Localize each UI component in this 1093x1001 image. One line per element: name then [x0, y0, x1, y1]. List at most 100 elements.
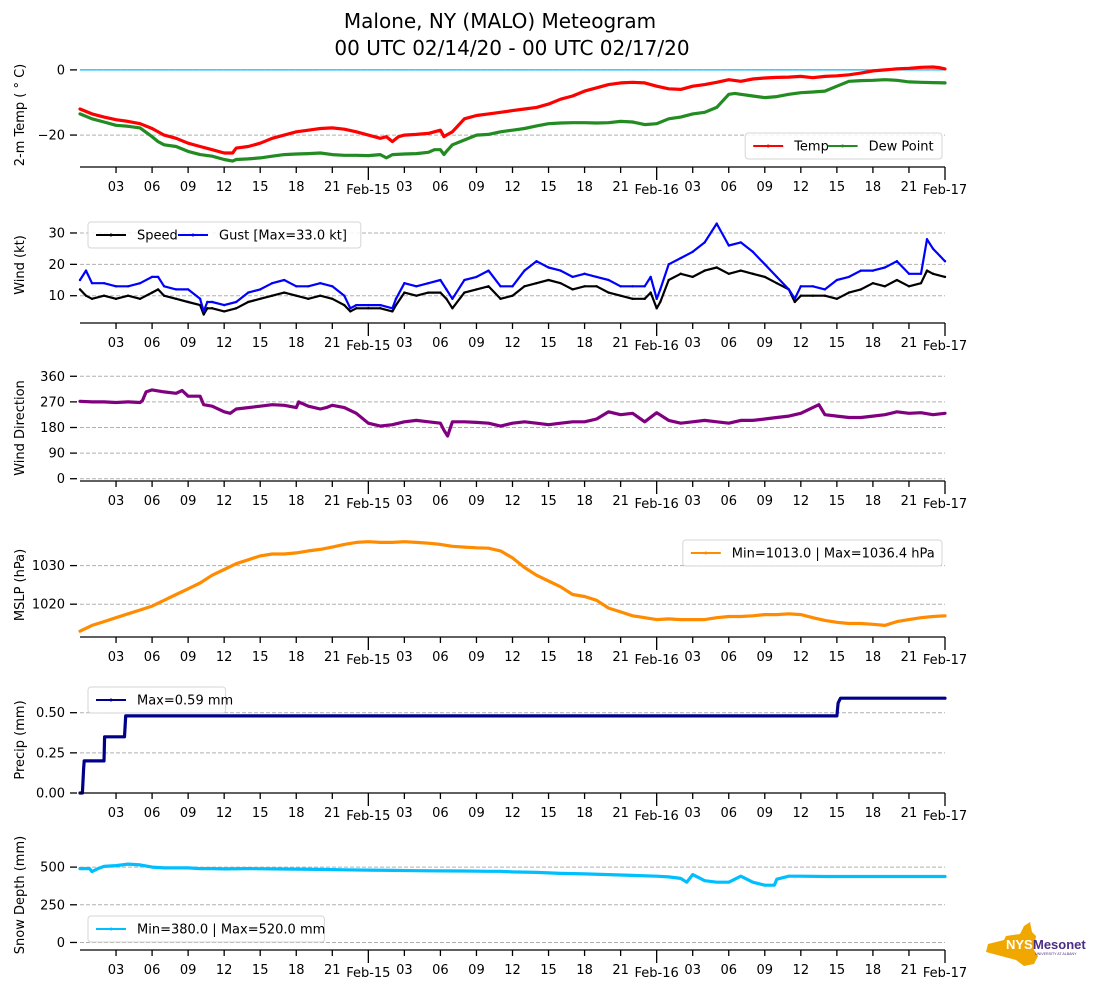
- data-point: [919, 81, 923, 84]
- x-tick-label: 18: [865, 963, 882, 978]
- data-point: [343, 127, 346, 131]
- data-point: [186, 866, 190, 870]
- data-point: [799, 874, 803, 878]
- data-point: [123, 735, 126, 738]
- data-point: [487, 269, 490, 272]
- data-point: [394, 303, 398, 307]
- x-tick-label: 09: [757, 494, 774, 509]
- x-day-label: Feb-17: [923, 183, 967, 198]
- data-point: [679, 272, 682, 275]
- x-tick-label: 03: [684, 650, 701, 665]
- data-point: [847, 622, 851, 625]
- data-point: [415, 133, 418, 136]
- data-point: [445, 297, 448, 301]
- legend: Temp Dew Point: [744, 132, 943, 160]
- y-tick-label: 180: [40, 421, 65, 436]
- data-point: [367, 133, 370, 137]
- data-point: [787, 874, 791, 878]
- y-tick-label: 250: [40, 898, 65, 913]
- logo-badge-text: NYS: [1006, 937, 1033, 952]
- data-point: [141, 399, 144, 402]
- data-point: [325, 406, 328, 409]
- data-point: [102, 400, 106, 404]
- data-point: [138, 401, 142, 404]
- data-point: [90, 112, 94, 116]
- data-point: [103, 735, 106, 738]
- x-tick-label: 12: [504, 336, 521, 351]
- x-tick-label: 18: [576, 494, 593, 509]
- data-point: [895, 67, 899, 71]
- x-day-label: Feb-15: [346, 497, 390, 512]
- x-tick-label: 09: [180, 336, 197, 351]
- data-point: [343, 303, 346, 307]
- x-tick-label: 03: [108, 650, 125, 665]
- legend-marker: [841, 144, 845, 148]
- data-point: [715, 616, 718, 619]
- data-point: [379, 137, 382, 140]
- data-point: [433, 148, 436, 151]
- data-point: [583, 595, 586, 598]
- data-point: [295, 867, 298, 871]
- x-day-label: Feb-17: [923, 966, 967, 981]
- data-point: [631, 120, 634, 124]
- data-point: [102, 759, 106, 763]
- series-line-dew: [78, 78, 947, 163]
- x-tick-label: 15: [252, 494, 269, 509]
- x-tick-label: 12: [504, 963, 521, 978]
- y-axis-label: Wind Direction: [13, 380, 28, 476]
- x-tick-label: 12: [216, 963, 233, 978]
- data-point: [126, 285, 130, 288]
- legend-marker: [109, 233, 113, 237]
- data-point: [943, 275, 947, 279]
- legend: Min=1013.0 | Max=1036.4 hPa: [682, 539, 943, 567]
- data-point: [655, 122, 658, 125]
- x-tick-label: 12: [216, 650, 233, 665]
- data-point: [619, 294, 622, 297]
- x-tick-label: 15: [829, 180, 846, 195]
- data-point: [787, 414, 791, 418]
- data-point: [394, 297, 398, 301]
- data-point: [571, 94, 574, 98]
- data-point: [943, 260, 947, 263]
- data-point: [319, 151, 322, 155]
- data-point: [823, 413, 827, 416]
- data-point: [174, 593, 178, 596]
- data-point: [571, 121, 574, 124]
- data-point: [943, 614, 947, 617]
- data-point: [919, 66, 923, 69]
- x-tick-label: 09: [468, 963, 485, 978]
- data-point: [379, 307, 382, 310]
- data-point: [403, 281, 406, 285]
- data-point: [727, 880, 730, 884]
- data-point: [775, 613, 779, 616]
- data-point: [649, 291, 652, 294]
- data-point: [90, 624, 94, 627]
- x-tick-label: 15: [829, 336, 846, 351]
- data-point: [463, 291, 466, 294]
- data-point: [84, 269, 88, 272]
- x-tick-label: 15: [540, 650, 557, 665]
- data-point: [198, 581, 202, 585]
- data-point: [799, 412, 803, 415]
- data-point: [547, 423, 550, 426]
- x-tick-label: 18: [576, 180, 593, 195]
- data-point: [156, 140, 160, 143]
- data-point: [283, 552, 286, 556]
- x-tick-label: 06: [144, 336, 161, 351]
- data-point: [643, 285, 646, 288]
- data-point: [859, 416, 863, 419]
- data-point: [835, 714, 839, 718]
- data-point: [162, 390, 166, 394]
- x-tick-label: 12: [504, 180, 521, 195]
- data-point: [487, 870, 490, 873]
- data-point: [463, 278, 466, 282]
- data-point: [162, 133, 166, 137]
- data-point: [295, 294, 298, 297]
- data-point: [571, 288, 574, 291]
- x-tick-label: 21: [612, 180, 629, 195]
- data-point: [202, 403, 205, 406]
- data-point: [234, 146, 238, 150]
- data-point: [234, 562, 238, 565]
- data-point: [655, 84, 658, 88]
- data-point: [595, 86, 598, 90]
